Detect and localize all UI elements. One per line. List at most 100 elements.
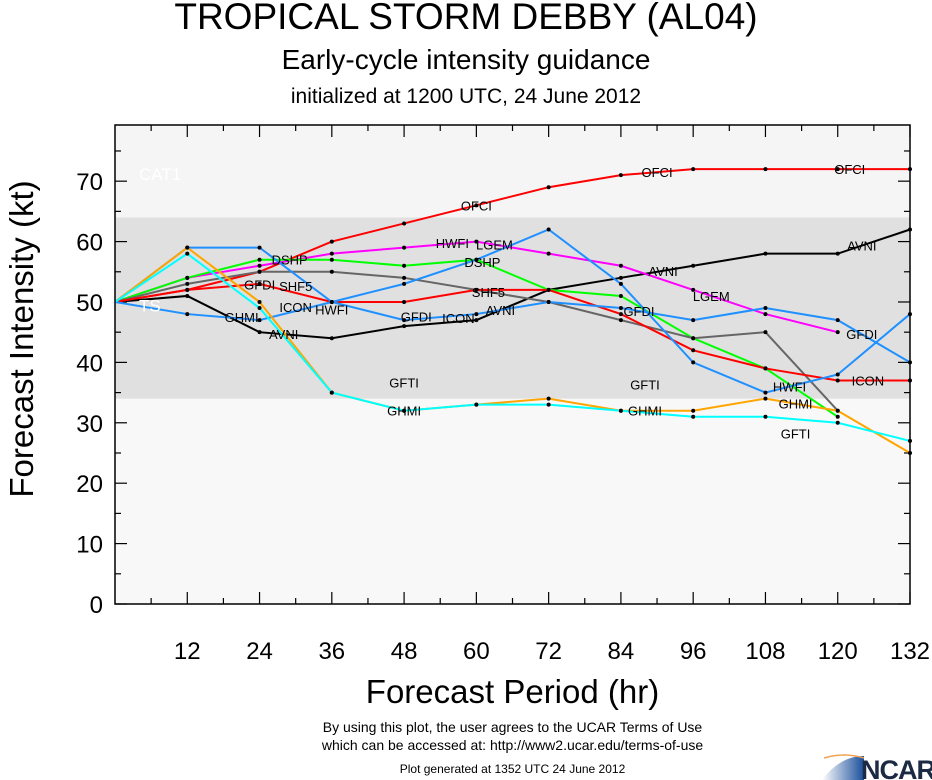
x-tick-label: 120 (818, 638, 858, 665)
series-label-ghmi: GHMI (225, 310, 259, 325)
y-tick-label: 60 (76, 230, 103, 257)
series-label-gfdi: GFDI (401, 310, 432, 325)
data-point-gfti (402, 408, 407, 413)
data-point-avni (691, 263, 696, 268)
data-point-hwfi (474, 257, 479, 262)
data-point-dshp (329, 257, 334, 262)
data-point-hwfi (257, 318, 262, 323)
series-label-icon: ICON (279, 300, 312, 315)
y-tick-label: 70 (76, 169, 103, 196)
data-point-ofci (835, 167, 840, 172)
x-tick-label: 132 (890, 638, 930, 665)
data-point-dshp (185, 275, 190, 280)
series-label-ghmi: GHMI (387, 404, 421, 419)
generated-time: Plot generated at 1352 UTC 24 June 2012 (399, 762, 626, 776)
series-label-gfdi: GFDI (244, 277, 275, 292)
x-tick-label: 72 (535, 638, 562, 665)
y-tick-label: 0 (90, 592, 103, 619)
x-tick-label: 84 (608, 638, 635, 665)
data-point-lgem (546, 251, 551, 256)
data-point-hwfi (185, 312, 190, 317)
label-layer: TS CAT1 OFCI OFCI OFCI AVNI AVNI AVNI AVNI LGEM LG… (139, 162, 884, 441)
series-label-ghmi: GHMI (779, 397, 813, 412)
series-label-lgem: LGEM (476, 238, 513, 253)
series-label-dshp: DSHP (272, 253, 308, 268)
data-point-shf5 (691, 336, 696, 341)
data-point-icon (402, 299, 407, 304)
data-point-ofci (402, 221, 407, 226)
data-point-ofci (329, 239, 334, 244)
x-axis-label: Forecast Period (hr) (365, 673, 660, 710)
data-point-shf5 (185, 281, 190, 286)
data-point-ghmi (546, 396, 551, 401)
series-label-gfdi: GFDI (846, 327, 877, 342)
data-point-ghmi (763, 396, 768, 401)
band-label: CAT1 (139, 165, 181, 184)
data-point-gfti (257, 306, 262, 311)
data-point-avni (474, 318, 479, 323)
data-point-lgem (257, 263, 262, 268)
series-label-shf5: SHF5 (279, 279, 312, 294)
series-label-ofci: OFCI (834, 162, 865, 177)
data-point-gfti (185, 251, 190, 256)
terms-link-text: which can be accessed at: http://www2.uc… (321, 737, 704, 753)
data-point-icon (474, 287, 479, 292)
data-point-gfdi (763, 306, 768, 311)
series-line-ghmi (114, 246, 911, 454)
series-label-avni: AVNI (648, 264, 677, 279)
data-point-ofci (618, 173, 623, 178)
series-label-avni: AVNI (269, 327, 298, 342)
x-tick-label: 96 (680, 638, 707, 665)
series-line-gfdi (114, 246, 911, 364)
data-point-gfdi (691, 318, 696, 323)
x-tick-label: 48 (391, 638, 418, 665)
y-axis-label: Forecast Intensity (kt) (3, 180, 40, 498)
series-label-ofci: OFCI (642, 165, 673, 180)
data-point-lgem (474, 239, 479, 244)
data-point-icon (546, 287, 551, 292)
data-point-ghmi (691, 408, 696, 413)
series-label-avni: AVNI (486, 303, 515, 318)
x-tick-label: 24 (246, 638, 273, 665)
data-point-hwfi (618, 281, 623, 286)
series-label-dshp: DSHP (464, 255, 500, 270)
data-point-shf5 (329, 269, 334, 274)
series-layer (114, 167, 912, 455)
x-tick-label: 60 (463, 638, 490, 665)
data-point-icon (835, 378, 840, 383)
series-label-shf5: SHF5 (472, 285, 505, 300)
data-point-icon (691, 348, 696, 353)
data-point-icon (763, 366, 768, 371)
data-point-shf5 (763, 330, 768, 335)
data-point-gfti (618, 408, 623, 413)
data-point-hwfi (546, 227, 551, 232)
data-point-avni (763, 251, 768, 256)
series-label-gfdi: GFDI (623, 304, 654, 319)
band-cat1 (115, 126, 910, 218)
data-point-gfdi (835, 318, 840, 323)
chart-title: TROPICAL STORM DEBBY (AL04) (174, 0, 758, 37)
series-label-hwfi: HWFI (436, 236, 469, 251)
series-label-hwfi: HWFI (773, 380, 806, 395)
data-point-gfti (691, 414, 696, 419)
data-point-icon (257, 281, 262, 286)
data-point-ghmi (185, 245, 190, 250)
y-tick-label: 20 (76, 471, 103, 498)
data-point-avni (835, 251, 840, 256)
series-label-gfti: GFTI (389, 376, 419, 391)
series-label-ghmi: GHMI (628, 404, 662, 419)
data-point-hwfi (763, 390, 768, 395)
data-point-avni (618, 275, 623, 280)
x-tick-label: 108 (745, 638, 785, 665)
data-point-dshp (835, 414, 840, 419)
data-point-dshp (402, 263, 407, 268)
series-label-hwfi: HWFI (315, 303, 348, 318)
data-point-gfti (763, 414, 768, 419)
series-label-icon: ICON (852, 374, 885, 389)
y-tick-label: 30 (76, 411, 103, 438)
series-label-gfti: GFTI (781, 426, 811, 441)
data-point-gfdi (329, 299, 334, 304)
data-point-shf5 (402, 275, 407, 280)
data-point-ofci (474, 203, 479, 208)
